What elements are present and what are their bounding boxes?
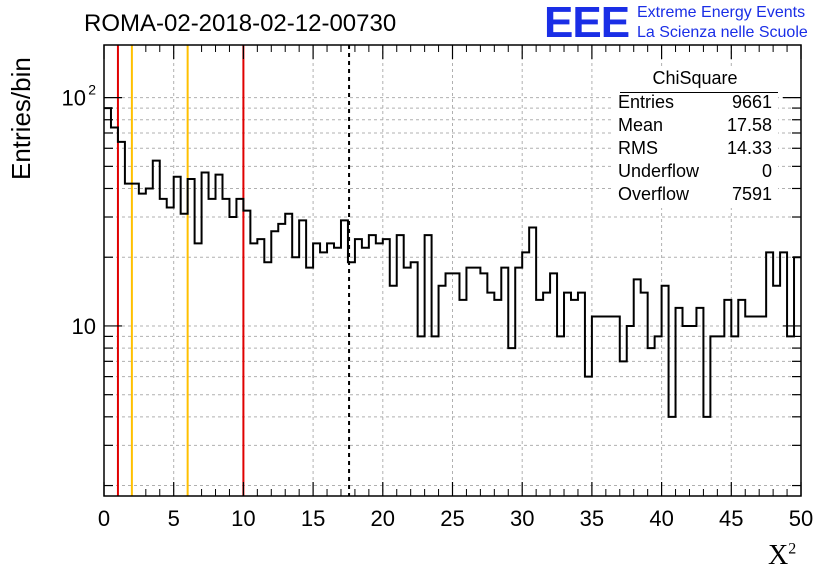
x-tick-label: 35 [580,506,604,531]
x-tick-label: 30 [510,506,534,531]
stat-name: Underflow [618,161,700,181]
stat-name: Mean [618,115,664,135]
x-ticks: 0 5 10 15 20 25 30 35 40 45 50 [98,45,813,531]
logo-mark: EEE [544,0,630,47]
stat-value: 9661 [731,92,772,112]
stat-row-overflow: Overflow 7591 [618,184,772,206]
y-axis-label: Entries/bin [6,57,36,180]
x-tick-label: 40 [649,506,673,531]
stats-title: ChiSquare [652,68,738,88]
stats-box: ChiSquare Entries 9661 Mean 17.58 RMS 14… [612,66,778,208]
stats-divider [620,92,778,93]
reference-lines [116,45,351,496]
x-tick-label: 20 [371,506,395,531]
x-tick-label: 50 [789,506,813,531]
stat-value: 17.58 [726,115,772,135]
y-tick-label-exp: 2 [88,82,96,98]
x-tick-label: 10 [231,506,255,531]
y-tick-label: 10 [62,86,86,111]
stat-value: 0 [761,161,772,181]
x-axis-label-base: X [768,540,789,571]
stat-name: Overflow [618,184,690,204]
stat-row-mean: Mean 17.58 [618,115,772,137]
x-tick-label: 25 [440,506,464,531]
stat-row-underflow: Underflow 0 [618,161,772,183]
stat-row-rms: RMS 14.33 [618,138,772,160]
x-tick-label: 5 [168,506,180,531]
grid [104,45,801,496]
x-axis-label-exp: 2 [788,540,797,558]
stat-name: Entries [618,92,675,112]
page-title: ROMA-02-2018-02-12-00730 [84,10,397,37]
x-tick-label: 45 [719,506,743,531]
x-axis-label: X2 [768,540,796,572]
logo-line-2: La Scienza nelle Scuole [637,24,808,41]
eee-logo: EEE Extreme Energy Events La Scienza nel… [544,0,834,47]
x-tick-label: 0 [98,506,110,531]
y-tick-label: 10 [72,314,96,339]
stat-value: 14.33 [726,138,772,158]
stat-name: RMS [618,138,658,158]
logo-line-1: Extreme Energy Events [637,4,806,21]
x-tick-label: 15 [301,506,325,531]
histogram-line [104,107,801,418]
stat-row-entries: Entries 9661 [618,92,772,114]
stat-value: 7591 [731,184,772,204]
